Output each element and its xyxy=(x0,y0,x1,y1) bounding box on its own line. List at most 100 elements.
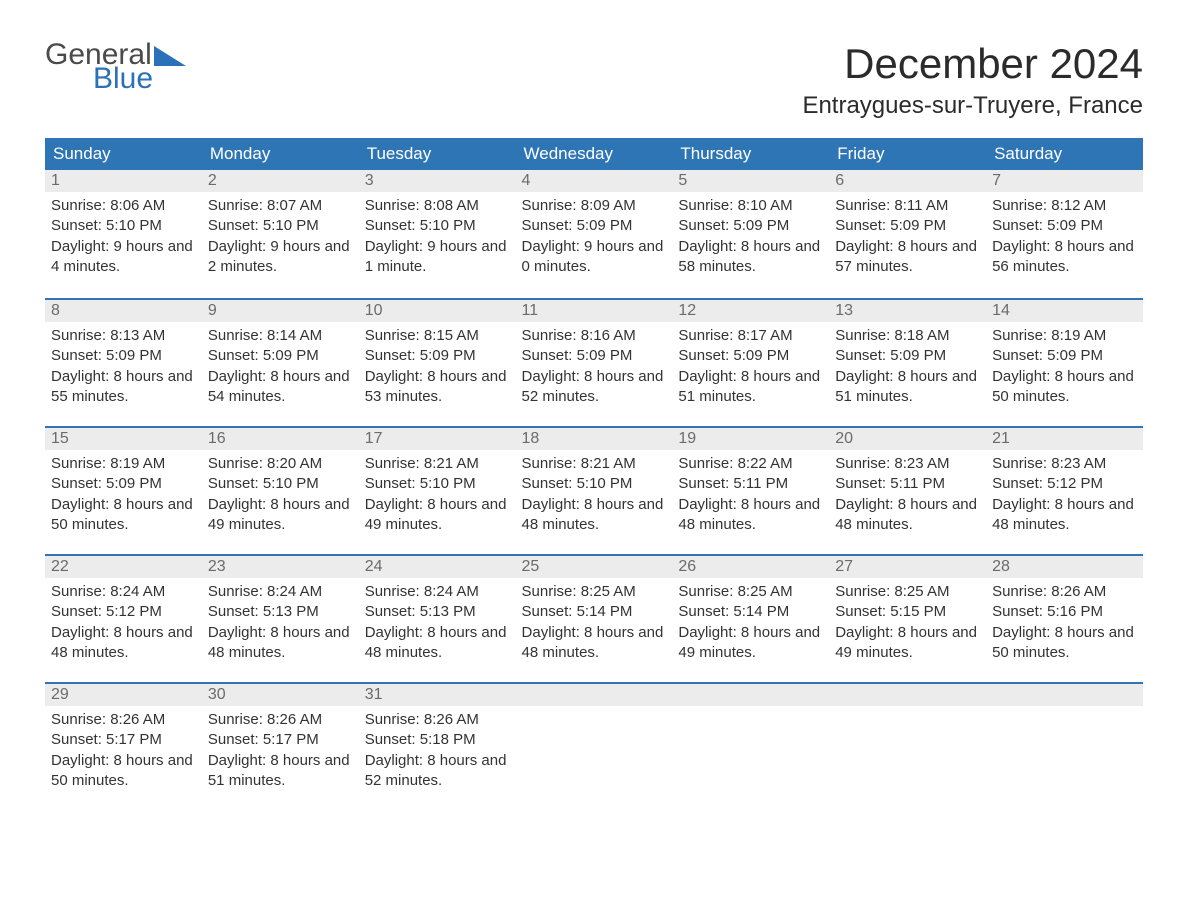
sunset-line: Sunset: 5:16 PM xyxy=(992,602,1137,622)
sunrise-line: Sunrise: 8:11 AM xyxy=(835,196,980,216)
sunrise-line: Sunrise: 8:10 AM xyxy=(678,196,823,216)
sunrise-line: Sunrise: 8:19 AM xyxy=(992,326,1137,346)
daylight-line: Daylight: 8 hours and 49 minutes. xyxy=(365,495,510,536)
calendar-cell: 15Sunrise: 8:19 AMSunset: 5:09 PMDayligh… xyxy=(45,426,202,554)
day-number: 16 xyxy=(202,428,359,450)
page-header: General Blue December 2024 Entraygues-su… xyxy=(45,40,1143,120)
day-details: Sunrise: 8:22 AMSunset: 5:11 PMDaylight:… xyxy=(672,450,829,543)
day-number: 26 xyxy=(672,556,829,578)
sunset-line: Sunset: 5:09 PM xyxy=(835,216,980,236)
day-number: 18 xyxy=(516,428,673,450)
day-number: 6 xyxy=(829,170,986,192)
day-number: 28 xyxy=(986,556,1143,578)
calendar-cell: 12Sunrise: 8:17 AMSunset: 5:09 PMDayligh… xyxy=(672,298,829,426)
sunrise-line: Sunrise: 8:22 AM xyxy=(678,454,823,474)
sunset-line: Sunset: 5:17 PM xyxy=(208,730,353,750)
sunrise-line: Sunrise: 8:15 AM xyxy=(365,326,510,346)
sunset-line: Sunset: 5:10 PM xyxy=(365,474,510,494)
daylight-line: Daylight: 8 hours and 48 minutes. xyxy=(835,495,980,536)
daylight-line: Daylight: 8 hours and 49 minutes. xyxy=(678,623,823,664)
day-details: Sunrise: 8:24 AMSunset: 5:13 PMDaylight:… xyxy=(359,578,516,671)
calendar-cell: 16Sunrise: 8:20 AMSunset: 5:10 PMDayligh… xyxy=(202,426,359,554)
calendar-cell: 8Sunrise: 8:13 AMSunset: 5:09 PMDaylight… xyxy=(45,298,202,426)
day-number: 29 xyxy=(45,684,202,706)
daylight-line: Daylight: 8 hours and 54 minutes. xyxy=(208,367,353,408)
daylight-line: Daylight: 8 hours and 50 minutes. xyxy=(51,495,196,536)
sunset-line: Sunset: 5:09 PM xyxy=(678,346,823,366)
daylight-line: Daylight: 8 hours and 48 minutes. xyxy=(208,623,353,664)
sunset-line: Sunset: 5:11 PM xyxy=(678,474,823,494)
daylight-line: Daylight: 8 hours and 48 minutes. xyxy=(522,623,667,664)
sunrise-line: Sunrise: 8:06 AM xyxy=(51,196,196,216)
day-details: Sunrise: 8:14 AMSunset: 5:09 PMDaylight:… xyxy=(202,322,359,415)
daylight-line: Daylight: 8 hours and 49 minutes. xyxy=(208,495,353,536)
empty-day xyxy=(986,684,1143,706)
calendar-cell: 20Sunrise: 8:23 AMSunset: 5:11 PMDayligh… xyxy=(829,426,986,554)
day-details: Sunrise: 8:06 AMSunset: 5:10 PMDaylight:… xyxy=(45,192,202,285)
daylight-line: Daylight: 8 hours and 55 minutes. xyxy=(51,367,196,408)
calendar-cell: 13Sunrise: 8:18 AMSunset: 5:09 PMDayligh… xyxy=(829,298,986,426)
day-details: Sunrise: 8:09 AMSunset: 5:09 PMDaylight:… xyxy=(516,192,673,285)
day-number: 21 xyxy=(986,428,1143,450)
day-number: 31 xyxy=(359,684,516,706)
sunset-line: Sunset: 5:10 PM xyxy=(365,216,510,236)
day-number: 25 xyxy=(516,556,673,578)
calendar-cell: 6Sunrise: 8:11 AMSunset: 5:09 PMDaylight… xyxy=(829,170,986,298)
day-number: 8 xyxy=(45,300,202,322)
day-details: Sunrise: 8:26 AMSunset: 5:17 PMDaylight:… xyxy=(202,706,359,799)
daylight-line: Daylight: 8 hours and 52 minutes. xyxy=(365,751,510,792)
day-details: Sunrise: 8:21 AMSunset: 5:10 PMDaylight:… xyxy=(359,450,516,543)
day-number: 2 xyxy=(202,170,359,192)
day-header: Tuesday xyxy=(359,138,516,170)
sunrise-line: Sunrise: 8:14 AM xyxy=(208,326,353,346)
day-details: Sunrise: 8:11 AMSunset: 5:09 PMDaylight:… xyxy=(829,192,986,285)
day-number: 10 xyxy=(359,300,516,322)
day-details: Sunrise: 8:25 AMSunset: 5:14 PMDaylight:… xyxy=(672,578,829,671)
sunrise-line: Sunrise: 8:16 AM xyxy=(522,326,667,346)
day-number: 9 xyxy=(202,300,359,322)
calendar-body: 1Sunrise: 8:06 AMSunset: 5:10 PMDaylight… xyxy=(45,170,1143,810)
calendar-cell: 7Sunrise: 8:12 AMSunset: 5:09 PMDaylight… xyxy=(986,170,1143,298)
daylight-line: Daylight: 8 hours and 50 minutes. xyxy=(992,623,1137,664)
day-header-row: SundayMondayTuesdayWednesdayThursdayFrid… xyxy=(45,138,1143,170)
day-header: Wednesday xyxy=(516,138,673,170)
sunrise-line: Sunrise: 8:23 AM xyxy=(992,454,1137,474)
day-details: Sunrise: 8:25 AMSunset: 5:14 PMDaylight:… xyxy=(516,578,673,671)
day-number: 17 xyxy=(359,428,516,450)
day-details: Sunrise: 8:12 AMSunset: 5:09 PMDaylight:… xyxy=(986,192,1143,285)
sunset-line: Sunset: 5:14 PM xyxy=(678,602,823,622)
calendar-cell: 21Sunrise: 8:23 AMSunset: 5:12 PMDayligh… xyxy=(986,426,1143,554)
day-details: Sunrise: 8:16 AMSunset: 5:09 PMDaylight:… xyxy=(516,322,673,415)
sunrise-line: Sunrise: 8:25 AM xyxy=(835,582,980,602)
sunset-line: Sunset: 5:09 PM xyxy=(678,216,823,236)
sunrise-line: Sunrise: 8:26 AM xyxy=(208,710,353,730)
daylight-line: Daylight: 8 hours and 48 minutes. xyxy=(992,495,1137,536)
calendar-cell: 30Sunrise: 8:26 AMSunset: 5:17 PMDayligh… xyxy=(202,682,359,810)
daylight-line: Daylight: 8 hours and 57 minutes. xyxy=(835,237,980,278)
calendar-row: 15Sunrise: 8:19 AMSunset: 5:09 PMDayligh… xyxy=(45,426,1143,554)
sunset-line: Sunset: 5:18 PM xyxy=(365,730,510,750)
calendar-table: SundayMondayTuesdayWednesdayThursdayFrid… xyxy=(45,138,1143,810)
calendar-cell: 26Sunrise: 8:25 AMSunset: 5:14 PMDayligh… xyxy=(672,554,829,682)
daylight-line: Daylight: 9 hours and 2 minutes. xyxy=(208,237,353,278)
daylight-line: Daylight: 8 hours and 51 minutes. xyxy=(835,367,980,408)
calendar-cell: 25Sunrise: 8:25 AMSunset: 5:14 PMDayligh… xyxy=(516,554,673,682)
day-details: Sunrise: 8:25 AMSunset: 5:15 PMDaylight:… xyxy=(829,578,986,671)
day-header: Thursday xyxy=(672,138,829,170)
calendar-cell: 11Sunrise: 8:16 AMSunset: 5:09 PMDayligh… xyxy=(516,298,673,426)
daylight-line: Daylight: 8 hours and 51 minutes. xyxy=(678,367,823,408)
logo-sail-icon xyxy=(154,46,186,66)
day-header: Sunday xyxy=(45,138,202,170)
sunset-line: Sunset: 5:10 PM xyxy=(522,474,667,494)
calendar-cell: 19Sunrise: 8:22 AMSunset: 5:11 PMDayligh… xyxy=(672,426,829,554)
day-number: 12 xyxy=(672,300,829,322)
calendar-cell: 22Sunrise: 8:24 AMSunset: 5:12 PMDayligh… xyxy=(45,554,202,682)
daylight-line: Daylight: 8 hours and 49 minutes. xyxy=(835,623,980,664)
daylight-line: Daylight: 9 hours and 0 minutes. xyxy=(522,237,667,278)
daylight-line: Daylight: 8 hours and 50 minutes. xyxy=(51,751,196,792)
day-number: 30 xyxy=(202,684,359,706)
day-details: Sunrise: 8:23 AMSunset: 5:12 PMDaylight:… xyxy=(986,450,1143,543)
sunset-line: Sunset: 5:14 PM xyxy=(522,602,667,622)
day-number: 23 xyxy=(202,556,359,578)
calendar-cell: 10Sunrise: 8:15 AMSunset: 5:09 PMDayligh… xyxy=(359,298,516,426)
